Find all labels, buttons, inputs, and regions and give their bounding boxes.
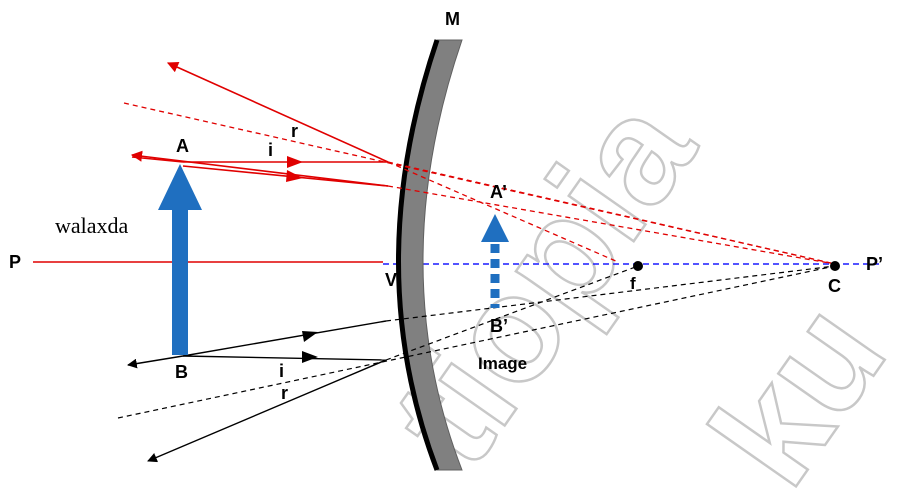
reflection-angle-bottom: r — [281, 383, 288, 403]
center-label: C — [828, 276, 841, 296]
image-arrow — [481, 214, 509, 308]
image-top-label: A’ — [490, 182, 507, 202]
focus-label: f — [630, 274, 636, 293]
red-virtual-ray-to-c — [387, 161, 836, 265]
object-arrow-head — [158, 164, 202, 210]
top-rays — [123, 62, 836, 265]
focus-point — [633, 261, 643, 271]
object-arrow — [158, 164, 202, 355]
pole-label: V — [385, 270, 397, 290]
convex-mirror — [396, 39, 463, 471]
mirror-label: M — [445, 9, 460, 29]
red-virtual-ray-to-f — [387, 161, 619, 263]
black-reflected-ray-left — [127, 355, 184, 369]
black-reflected-ray-down — [147, 359, 387, 463]
image-bottom-label: B’ — [490, 316, 508, 336]
red-ray-arrowhead-2 — [286, 170, 303, 182]
axis-left-label: P — [9, 252, 21, 272]
incidence-angle-bottom: i — [279, 361, 284, 381]
black-ray-arrowhead-2 — [302, 351, 318, 363]
black-virtual-ray-to-c — [385, 265, 836, 322]
axis-right-label: P’ — [866, 254, 883, 274]
object-caption: walaxda — [55, 213, 129, 238]
reflection-angle-top: r — [291, 121, 298, 141]
image-caption: Image — [478, 354, 527, 373]
object-arrow-shaft — [172, 205, 188, 355]
bottom-rays — [117, 265, 836, 463]
center-point — [830, 261, 840, 271]
red-reflected-ray-left — [130, 150, 389, 187]
object-bottom-label: B — [175, 362, 188, 382]
black-ray-arrowhead-1 — [302, 331, 318, 342]
watermark-word-2: ku — [679, 274, 907, 498]
black-incident-ray-2 — [182, 355, 387, 361]
object-top-label: A — [176, 136, 189, 156]
red-reflected-ray-up — [166, 62, 389, 163]
incidence-angle-top: i — [268, 140, 273, 160]
red-virtual-ray-2 — [387, 185, 836, 265]
mirror-reflecting-surface — [396, 39, 440, 471]
black-incident-ray-1 — [182, 320, 387, 357]
red-incident-stub — [131, 156, 184, 163]
red-ray-arrowhead-1 — [287, 156, 303, 168]
image-arrow-head — [481, 214, 509, 242]
